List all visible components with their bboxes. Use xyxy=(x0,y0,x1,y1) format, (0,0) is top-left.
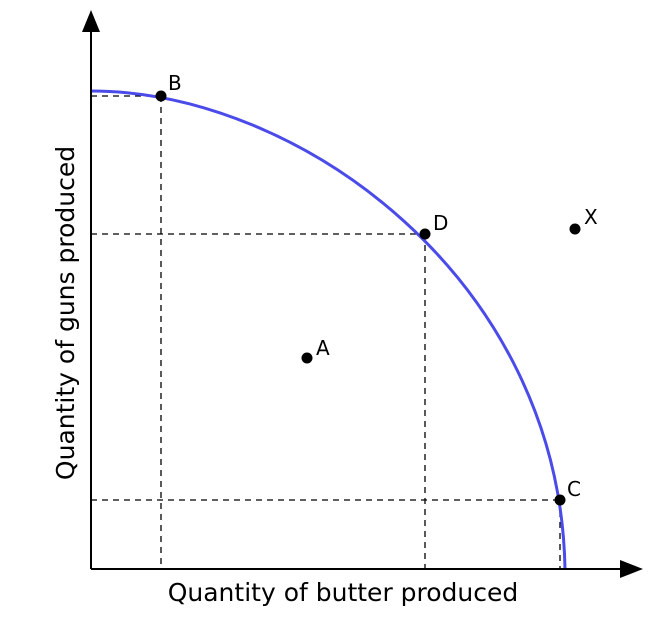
point-label-x: X xyxy=(584,205,598,229)
x-axis-label: Quantity of butter produced xyxy=(168,578,519,607)
point-label-b: B xyxy=(168,71,182,95)
x-axis-arrow-icon xyxy=(620,560,643,578)
point-c xyxy=(554,494,566,506)
axes xyxy=(82,10,643,578)
guide-lines xyxy=(91,95,561,569)
points xyxy=(155,90,581,506)
y-axis-label: Quantity of guns produced xyxy=(51,146,80,480)
point-d xyxy=(419,228,431,240)
point-label-a: A xyxy=(316,336,330,360)
point-labels: B D C A X xyxy=(168,71,598,501)
point-b xyxy=(155,90,167,102)
point-label-c: C xyxy=(567,477,581,501)
y-axis-arrow-icon xyxy=(82,10,100,32)
point-label-d: D xyxy=(433,211,448,235)
point-a xyxy=(301,352,313,364)
point-x xyxy=(569,223,581,235)
production-possibilities-curve xyxy=(90,89,567,570)
